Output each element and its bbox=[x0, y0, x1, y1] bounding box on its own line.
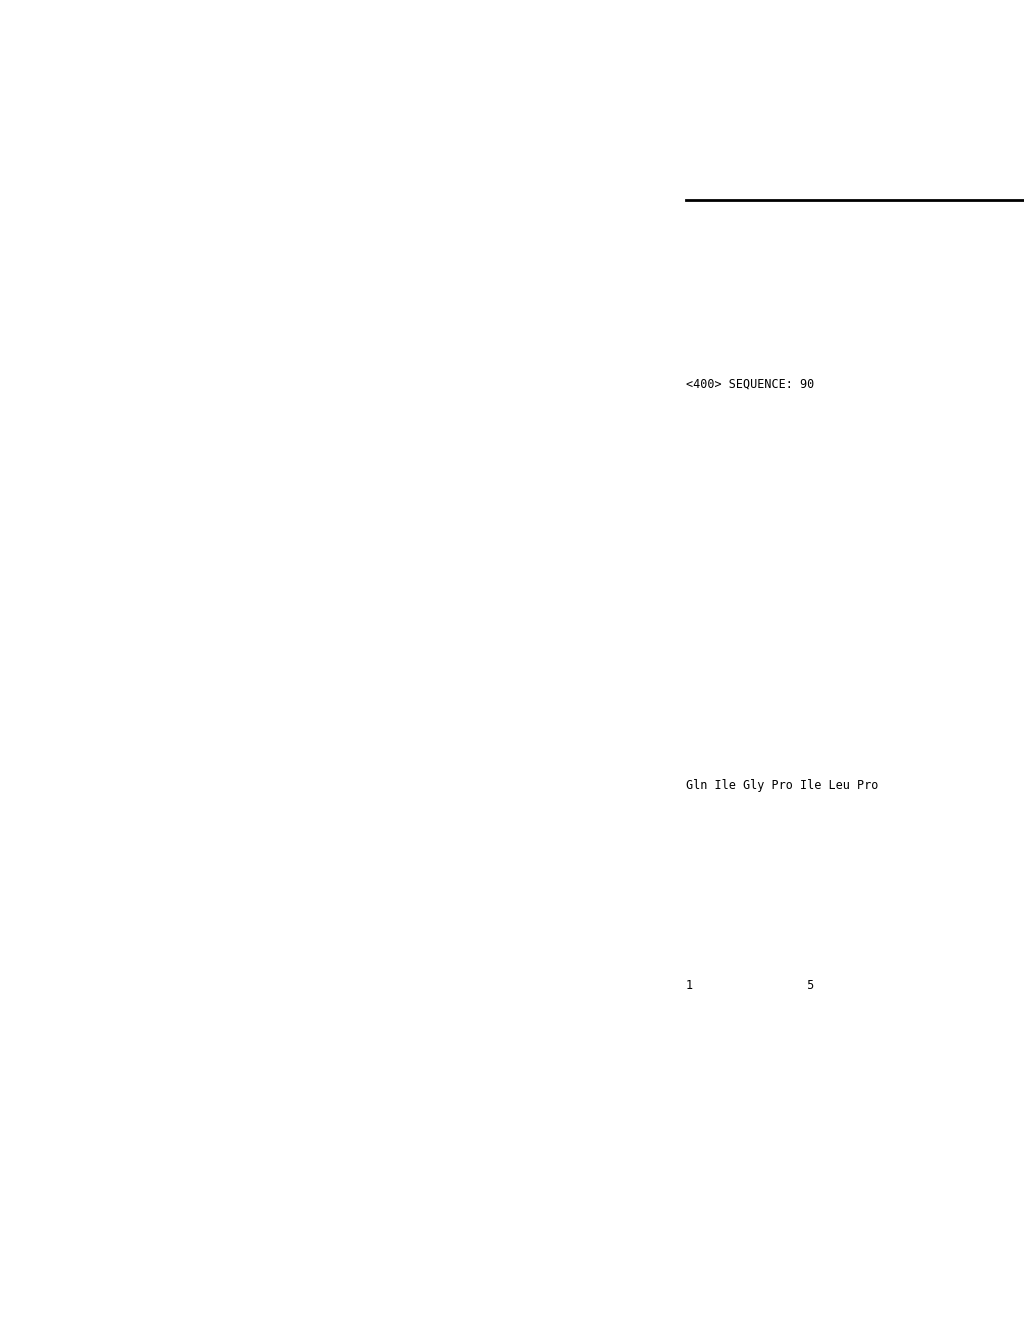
Text: Gln Ile Gly Pro Ile Leu Pro: Gln Ile Gly Pro Ile Leu Pro bbox=[686, 779, 879, 792]
Text: 1                5: 1 5 bbox=[686, 979, 814, 993]
Text: <400> SEQUENCE: 90: <400> SEQUENCE: 90 bbox=[686, 378, 814, 391]
